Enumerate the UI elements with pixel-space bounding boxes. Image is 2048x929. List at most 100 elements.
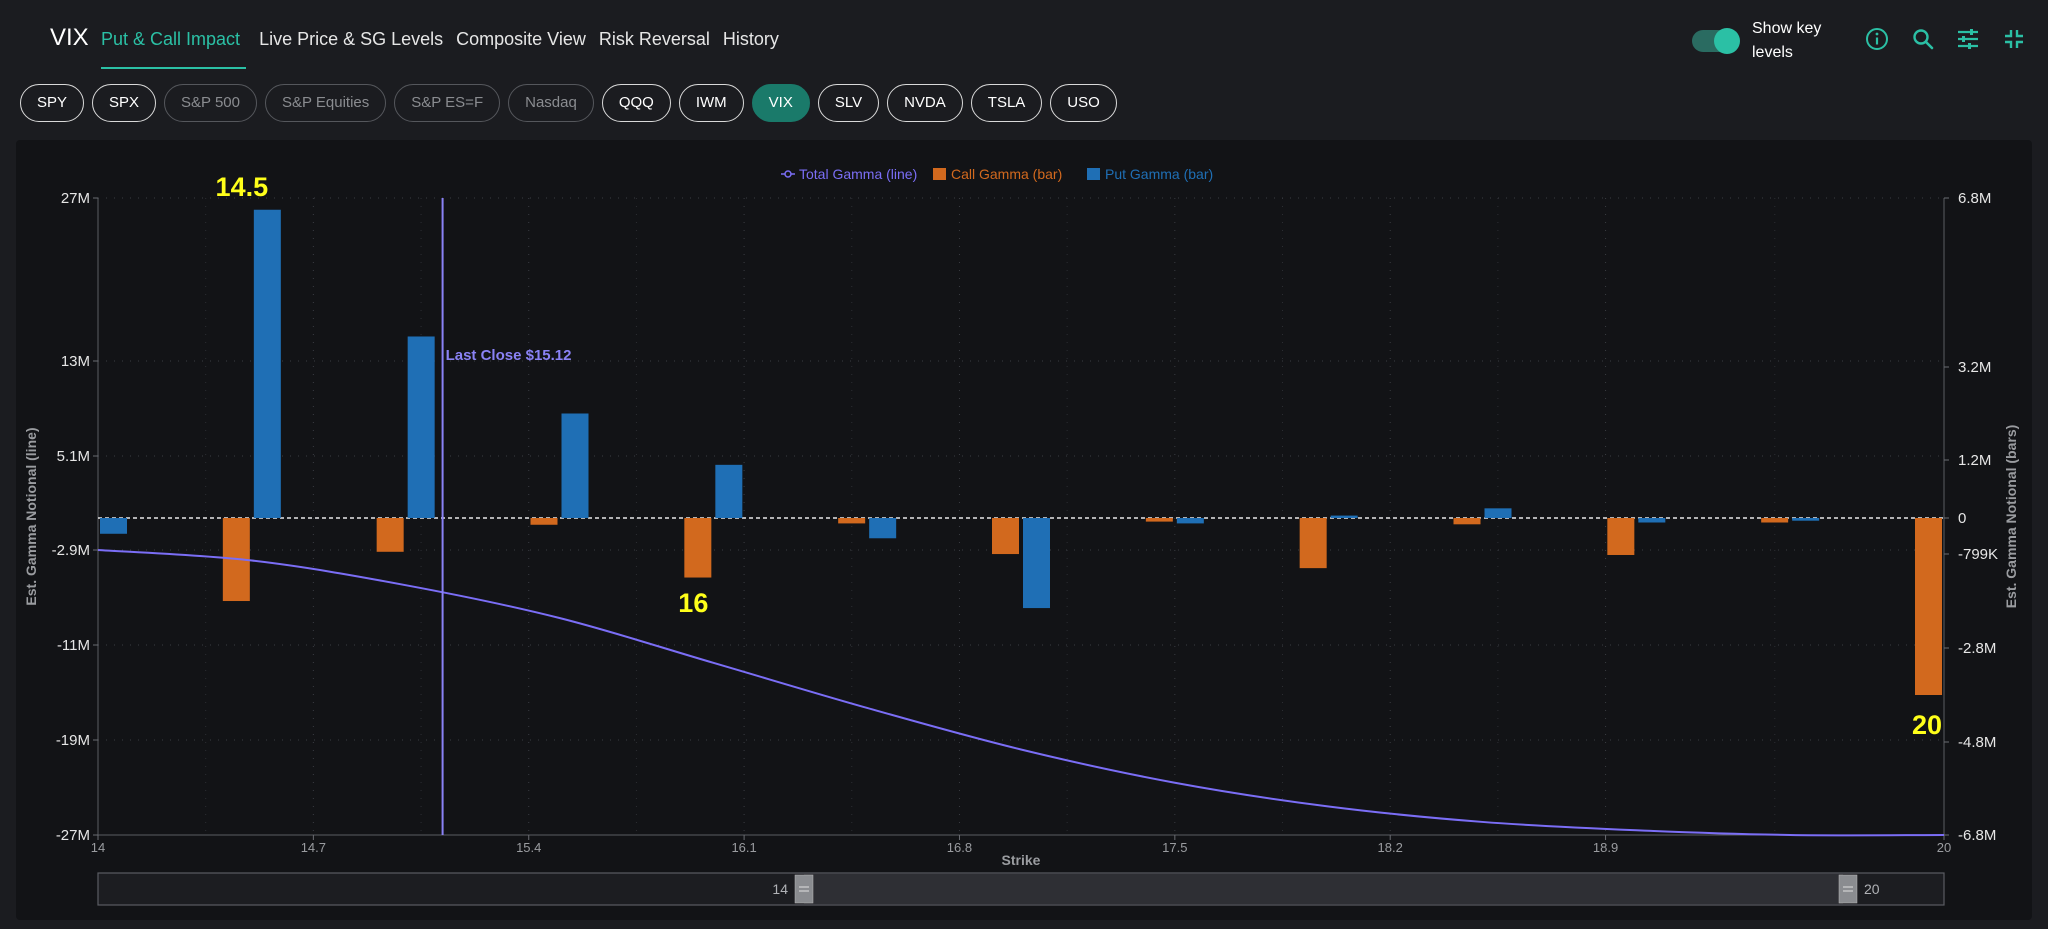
put-gamma-bar xyxy=(715,464,743,518)
ticker-chip-tsla[interactable]: TSLA xyxy=(970,84,1043,122)
x-tick-label: 16.1 xyxy=(731,840,756,855)
tab-history[interactable]: History xyxy=(722,29,779,49)
slider-handle-min[interactable] xyxy=(794,874,814,904)
total-gamma-line xyxy=(97,549,1945,837)
ticker-chip-s-p-es-f[interactable]: S&P ES=F xyxy=(394,84,501,122)
last-close-label: Last Close $15.12 xyxy=(446,347,572,364)
call-gamma-bar xyxy=(1915,518,1942,695)
slider-min-label: 14 xyxy=(772,881,788,897)
put-gamma-bar xyxy=(100,518,127,534)
x-tick-label: 17.5 xyxy=(1162,840,1187,855)
left-tick-label: 13M xyxy=(61,353,90,370)
ticker-chip-iwm[interactable]: IWM xyxy=(678,84,744,122)
search-icon[interactable] xyxy=(1910,26,1936,52)
right-tick-label: 3.2M xyxy=(1958,359,1991,376)
key-levels-toggle-group: Show key levels xyxy=(1692,17,1832,65)
key-levels-label: Show key levels xyxy=(1752,20,1822,61)
right-axis-title: Est. Gamma Notional (bars) xyxy=(2003,425,2019,609)
key-level-label: 16 xyxy=(678,588,708,618)
x-tick-label: 14.7 xyxy=(301,840,326,855)
info-icon[interactable] xyxy=(1864,26,1890,52)
right-tick-label: 6.8M xyxy=(1958,190,1991,207)
legend-label: Call Gamma (bar) xyxy=(951,166,1062,182)
annotations: Last Close $15.12 14.5 16 20 xyxy=(216,172,1942,835)
range-slider: 14 20 xyxy=(97,872,1945,906)
call-gamma-bar xyxy=(1761,518,1789,523)
gamma-chart: 27M 13M 5.1M -2.9M -11M -19M -27M 6.8M 3.2M 1.2M 0… xyxy=(23,166,2019,906)
x-tick-label: 16.8 xyxy=(947,840,972,855)
legend-swatch-bar xyxy=(933,168,946,180)
left-axis-title: Est. Gamma Notional (line) xyxy=(23,427,39,605)
put-gamma-bar xyxy=(407,336,435,518)
left-tick-label: -2.9M xyxy=(52,542,90,559)
top-bar: VIX Put & Call Impact Live Price & SG Le… xyxy=(0,0,2048,72)
left-tick-label: 27M xyxy=(61,190,90,207)
sliders-icon[interactable] xyxy=(1955,26,1981,52)
chart-panel: 27M 13M 5.1M -2.9M -11M -19M -27M 6.8M 3.2M 1.2M 0… xyxy=(16,140,2032,920)
ticker-chip-nasdaq[interactable]: Nasdaq xyxy=(508,84,594,122)
tab-live-price[interactable]: Live Price & SG Levels xyxy=(259,29,444,49)
put-gamma-bar xyxy=(869,518,897,539)
total-gamma-line-group xyxy=(97,549,1945,837)
collapse-icon[interactable] xyxy=(2001,26,2027,52)
x-tick-label: 18.9 xyxy=(1593,840,1618,855)
legend: Total Gamma (line) Call Gamma (bar) Put Ga… xyxy=(781,166,1213,182)
right-tick-label: 0 xyxy=(1958,510,1966,527)
tab-bar: Put & Call Impact Live Price & SG Levels… xyxy=(101,0,792,72)
tab-risk-reversal[interactable]: Risk Reversal xyxy=(598,29,710,49)
put-gamma-bar xyxy=(1484,508,1512,518)
x-tick-label: 15.4 xyxy=(516,840,541,855)
call-gamma-bar xyxy=(1299,518,1327,569)
put-gamma-bar xyxy=(1792,518,1820,521)
call-gamma-bar xyxy=(684,518,712,578)
call-gamma-bar xyxy=(1453,518,1481,525)
symbol-title: VIX xyxy=(50,24,89,51)
ticker-chip-slv[interactable]: SLV xyxy=(817,84,880,122)
ticker-chip-uso[interactable]: USO xyxy=(1050,84,1117,122)
left-tick-label: -19M xyxy=(56,732,90,749)
slider-selected-range xyxy=(804,874,1843,904)
bars xyxy=(100,209,1942,695)
call-gamma-bar xyxy=(838,518,866,524)
call-gamma-bar xyxy=(1607,518,1635,555)
x-tick-label: 20 xyxy=(1937,840,1951,855)
ticker-chip-qqq[interactable]: QQQ xyxy=(601,84,671,122)
put-gamma-bar xyxy=(1638,518,1666,523)
ticker-chip-spy[interactable]: SPY xyxy=(20,84,85,122)
call-gamma-bar xyxy=(992,518,1019,555)
tab-put-call-impact[interactable]: Put & Call Impact xyxy=(101,0,247,69)
put-gamma-bar xyxy=(1176,518,1204,524)
x-tick-label: 14 xyxy=(91,840,105,855)
right-tick-label: -4.8M xyxy=(1958,734,1996,751)
legend-swatch-bar xyxy=(1087,168,1100,180)
right-tick-label: -6.8M xyxy=(1958,827,1996,844)
ticker-chip-vix[interactable]: VIX xyxy=(751,84,810,122)
left-tick-label: -27M xyxy=(56,827,90,844)
ticker-chip-nvda[interactable]: NVDA xyxy=(887,84,963,122)
ticker-chip-spx[interactable]: SPX xyxy=(92,84,157,122)
slider-max-label: 20 xyxy=(1864,881,1880,897)
key-levels-toggle[interactable] xyxy=(1692,28,1740,54)
put-gamma-bar xyxy=(561,413,589,518)
put-gamma-bar xyxy=(253,209,281,518)
x-axis-title: Strike xyxy=(1002,852,1041,868)
ticker-chips: SPY SPX S&P 500 S&P Equities S&P ES=F Nasdaq Q… xyxy=(20,84,1125,122)
legend-swatch-marker xyxy=(784,170,792,178)
toggle-knob xyxy=(1714,28,1740,54)
call-gamma-bar xyxy=(1145,518,1173,522)
ticker-chip-s-p-equities[interactable]: S&P Equities xyxy=(264,84,387,122)
key-level-label: 20 xyxy=(1912,710,1942,740)
ticker-chip-s-p-500[interactable]: S&P 500 xyxy=(164,84,257,122)
legend-label: Put Gamma (bar) xyxy=(1105,166,1213,182)
slider-handle-max[interactable] xyxy=(1838,874,1858,904)
right-tick-label: -799K xyxy=(1958,546,1998,563)
put-gamma-bar xyxy=(1023,518,1050,609)
left-tick-label: 5.1M xyxy=(57,448,90,465)
right-tick-label: -2.8M xyxy=(1958,640,1996,657)
left-tick-label: -11M xyxy=(57,637,90,654)
legend-label: Total Gamma (line) xyxy=(799,166,917,182)
grid xyxy=(97,197,1945,836)
x-tick-label: 18.2 xyxy=(1378,840,1403,855)
call-gamma-bar xyxy=(376,518,404,552)
tab-composite-view[interactable]: Composite View xyxy=(456,29,586,49)
